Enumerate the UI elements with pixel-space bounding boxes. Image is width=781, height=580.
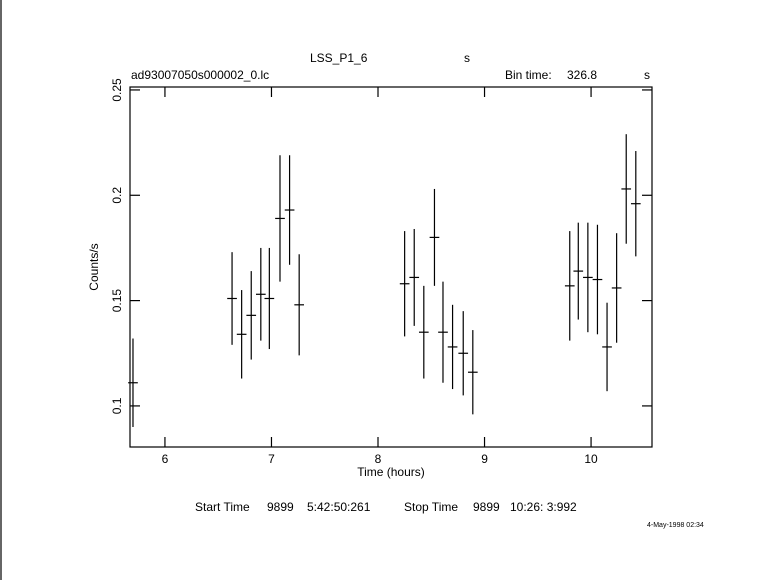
x-tick-label: 6 [162,452,169,466]
start-day: 9899 [267,500,294,514]
title-unit: s [464,51,470,65]
date-stamp: 4-May-1998 02:34 [647,522,704,529]
y-axis-label: Counts/s [87,243,101,290]
plot-frame [129,86,653,448]
start-time: 5:42:50:261 [307,500,371,514]
stop-time: 10:26: 3:992 [510,500,577,514]
start-label: Start Time [195,500,250,514]
stop-day: 9899 [473,500,500,514]
x-tick-label: 7 [268,452,275,466]
stop-label: Stop Time [404,500,458,514]
x-tick-label: 8 [375,452,382,466]
bin-unit: s [644,68,650,82]
y-tick-label: 0.15 [110,289,124,313]
x-tick-label: 9 [481,452,488,466]
y-tick-label: 0.25 [110,78,124,102]
chart-title: LSS_P1_6 [310,51,368,65]
subtitle: ad93007050s000002_0.lc [131,68,269,82]
x-axis-label: Time (hours) [357,465,425,479]
y-tick-label: 0.2 [110,187,124,204]
bin-label: Bin time: [505,68,552,82]
bin-time: 326.8 [567,68,597,82]
x-tick-label: 10 [584,452,598,466]
y-tick-label: 0.1 [110,397,124,414]
